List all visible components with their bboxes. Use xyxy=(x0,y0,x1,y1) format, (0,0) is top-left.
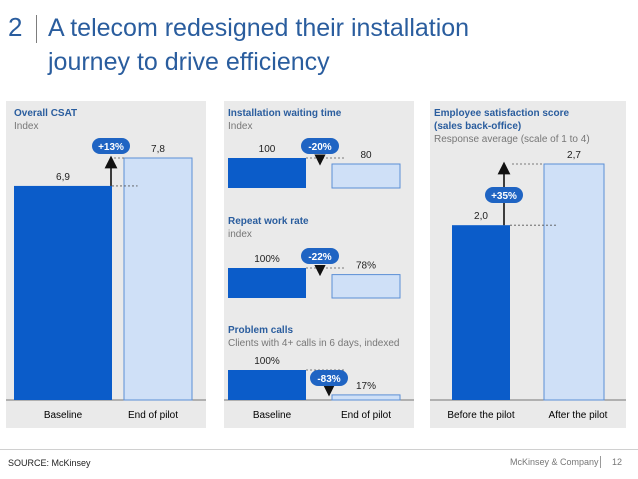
footer-separator xyxy=(600,456,601,468)
repeat-work-subtitle: index xyxy=(228,229,252,240)
change-badge-3 xyxy=(310,370,348,386)
repeat-work-title: Repeat work rate xyxy=(228,216,309,227)
page-number: 12 xyxy=(612,457,623,467)
change-badge-label-1: -20% xyxy=(308,142,331,153)
change-badge-4 xyxy=(485,187,523,203)
bar-3-0 xyxy=(228,370,306,400)
employee-x-label-before: Before the pilot xyxy=(447,410,514,421)
change-badge-2 xyxy=(301,248,339,264)
footer-brand: McKinsey & Company xyxy=(510,457,599,467)
ops-x-label-baseline: Baseline xyxy=(253,410,292,421)
bar-3-1 xyxy=(331,394,401,401)
change-badge-label-2: -22% xyxy=(308,252,331,263)
bar-label-0-1: 7,8 xyxy=(151,144,165,155)
bar-label-0-0: 6,9 xyxy=(56,172,70,183)
problem-calls-subtitle: Clients with 4+ calls in 6 days, indexed xyxy=(228,338,399,349)
csat-x-label-baseline: Baseline xyxy=(44,410,83,421)
change-badge-label-3: -83% xyxy=(317,374,340,385)
slide-title-line-2: journey to drive efficiency xyxy=(48,48,330,76)
bar-0-1 xyxy=(123,157,193,401)
bar-4-1 xyxy=(543,163,605,401)
bar-label-4-1: 2,7 xyxy=(567,150,581,161)
slide-title-line-1: A telecom redesigned their installation xyxy=(48,14,470,42)
bar-label-3-0: 100% xyxy=(254,356,280,367)
bar-1-0 xyxy=(228,158,306,188)
problem-calls-title: Problem calls xyxy=(228,325,293,336)
change-badge-1 xyxy=(301,138,339,154)
bar-4-0 xyxy=(452,225,510,400)
bar-label-3-1: 17% xyxy=(356,381,376,392)
bar-1-1 xyxy=(331,163,401,189)
csat-title: Overall CSAT xyxy=(14,108,77,119)
section-number: 2 xyxy=(8,12,23,42)
bar-2-0 xyxy=(228,268,306,298)
csat-subtitle: Index xyxy=(14,121,38,132)
change-badge-0 xyxy=(92,138,130,154)
bar-label-4-0: 2,0 xyxy=(474,211,488,222)
bar-label-1-0: 100 xyxy=(259,144,276,155)
waiting-time-title: Installation waiting time xyxy=(228,108,342,119)
employee-x-label-after: After the pilot xyxy=(549,410,608,421)
change-badge-label-4: +35% xyxy=(491,191,517,202)
ops-x-label-pilot: End of pilot xyxy=(341,410,391,421)
footer-source: SOURCE: McKinsey xyxy=(8,458,91,468)
bar-label-1-1: 80 xyxy=(360,150,372,161)
employee-title-line-2: (sales back-office) xyxy=(434,121,521,132)
csat-x-label-pilot: End of pilot xyxy=(128,410,178,421)
footer-rule xyxy=(0,449,638,450)
bar-label-2-1: 78% xyxy=(356,261,376,272)
waiting-time-subtitle: Index xyxy=(228,121,252,132)
employee-title: Employee satisfaction score xyxy=(434,108,569,119)
bar-2-1 xyxy=(331,274,401,299)
change-badge-label-0: +13% xyxy=(98,142,124,153)
bar-label-2-0: 100% xyxy=(254,254,280,265)
bar-0-0 xyxy=(14,185,112,400)
title-divider xyxy=(36,15,37,43)
employee-subtitle: Response average (scale of 1 to 4) xyxy=(434,134,590,145)
chart-marks: 6,9 7,8 +13% 100 80 -20% 100% 78% -22% 100% 17% -83… xyxy=(14,138,605,401)
